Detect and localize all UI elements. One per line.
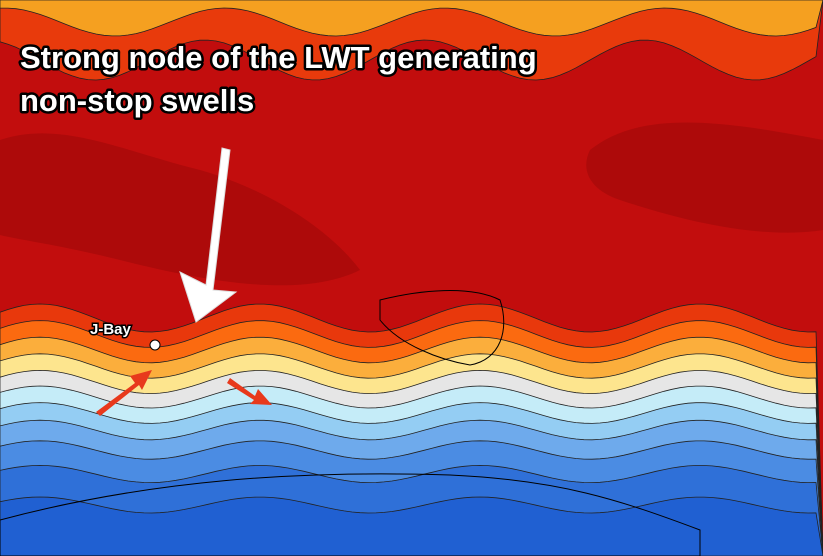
australia-outline	[379, 290, 505, 366]
annotation-line: non-stop swells	[20, 83, 254, 118]
contour-band	[0, 0, 823, 81]
location-label: J-Bay	[90, 321, 132, 338]
red-arrow	[227, 378, 272, 405]
location-marker	[149, 339, 161, 351]
annotation-line: Strong node of the LWT generating	[20, 40, 537, 75]
dark-patch	[586, 122, 823, 233]
antarctica-outline	[0, 473, 701, 556]
dark-patch	[0, 133, 360, 286]
contour-band	[0, 0, 823, 37]
contour-band	[0, 496, 823, 556]
red-arrow	[96, 370, 152, 416]
white-arrow	[179, 147, 238, 323]
